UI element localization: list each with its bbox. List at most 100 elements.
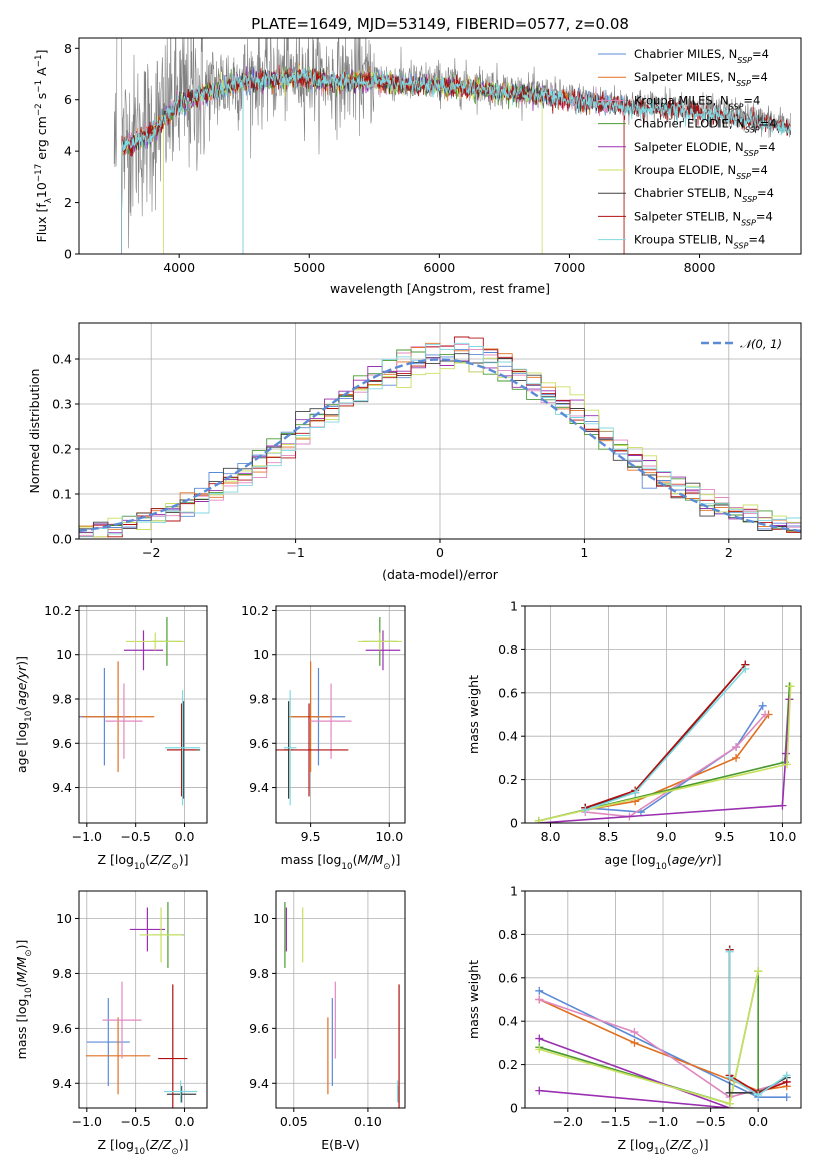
y-tick-label: 0.6: [498, 685, 518, 700]
plot-weight_vs_Z: −2.0 −1.5 −1.0 −0.5 0.0 0 0.2 0.4 0.6 0.8 1 Z [log1…: [466, 884, 802, 1157]
series-marker-kroupa_stelib: [631, 788, 640, 797]
y-axis-label: age [log10(age/yr)]: [14, 656, 34, 773]
y-tick-label: 0.2: [498, 772, 518, 787]
x-tick-label: 9.5: [715, 829, 735, 844]
x-tick-label: −1.0: [648, 1114, 678, 1129]
x-tick-label: −1: [286, 545, 304, 560]
y-tick-label: 0.1: [52, 487, 72, 502]
series-line-salpeter_miles: [585, 714, 770, 811]
y-tick-label: 9.4: [249, 1076, 269, 1091]
y-tick-label: 9.4: [52, 1076, 72, 1091]
y-axis-label: mass weight: [466, 960, 481, 1039]
series-marker-kroupa_miles: [535, 995, 544, 1004]
histogram-kroupa_stelib: [79, 342, 801, 539]
series-line-kroupa_miles: [585, 713, 766, 818]
y-tick-label: 9.6: [52, 736, 72, 751]
y-tick-label: 10: [56, 911, 72, 926]
x-tick-label: −1.0: [72, 1114, 102, 1129]
y-tick-label: 0: [510, 1101, 518, 1116]
series-marker-salpeter_elodie: [535, 1086, 544, 1095]
y-tick-label: 8: [64, 41, 72, 56]
normal-curve: [79, 358, 801, 533]
x-tick-label: 0: [436, 545, 444, 560]
series-marker-kroupa_stelib: [782, 1071, 791, 1080]
series-marker-kroupa_elodie: [534, 816, 543, 823]
y-tick-label: 6: [64, 92, 72, 107]
y-axis-label: mass [log10(M/M⊙)]: [14, 940, 34, 1060]
y-tick-label: 0: [510, 816, 518, 831]
y-tick-label: 0.4: [498, 1014, 518, 1029]
series-marker-kroupa_miles: [630, 1028, 639, 1037]
y-tick-label: 10.2: [44, 603, 72, 618]
legend-label-normal: 𝒩(0, 1): [740, 337, 782, 351]
y-tick-label: 9.4: [249, 780, 269, 795]
axes-frame: [275, 605, 406, 824]
series-line-kroupa_elodie: [538, 686, 792, 822]
y-tick-label: 1: [510, 599, 518, 614]
x-tick-label: 4000: [163, 260, 195, 275]
plot-area: [79, 336, 801, 539]
plot-spectrum: 4000 5000 6000 7000 8000 0 2 4 6 8 wavelength [Ang…: [34, 37, 802, 296]
plot-area: [113, 38, 791, 254]
legend-label-kroupa_miles: Kroupa MILES, NSSP=4: [634, 93, 760, 111]
y-tick-label: 9.6: [52, 1021, 72, 1036]
series-marker-chabrier_miles: [758, 701, 767, 710]
y-tick-label: 9.6: [249, 736, 269, 751]
legend-label-kroupa_stelib: Kroupa STELIB, NSSP=4: [634, 233, 765, 251]
plot-area: [276, 617, 402, 806]
plot-mass_vs_ebv: 0.05 0.10 9.4 9.6 9.8 10 E(B-V): [249, 890, 406, 1152]
x-tick-label: 0.0: [175, 829, 195, 844]
series-marker-kroupa_stelib: [741, 664, 750, 673]
x-tick-label: 10.0: [375, 829, 403, 844]
series-marker-kroupa_stelib: [581, 805, 590, 814]
series-marker-kroupa_stelib: [754, 1090, 763, 1099]
x-tick-label: −2.0: [553, 1114, 583, 1129]
series-marker-salpeter_elodie: [781, 749, 790, 758]
series-marker-kroupa_elodie: [786, 682, 795, 691]
x-tick-label: 5000: [293, 260, 325, 275]
y-tick-label: 9.8: [249, 692, 269, 707]
x-tick-label: −0.5: [120, 829, 150, 844]
x-tick-label: 8.5: [599, 829, 619, 844]
x-axis-label: age [log10(age/yr)]: [604, 852, 721, 872]
y-tick-label: 0.0: [52, 532, 72, 547]
y-tick-label: 0.6: [498, 970, 518, 985]
y-tick-label: 0: [64, 247, 72, 262]
x-tick-label: 8.0: [541, 829, 561, 844]
x-axis-label: wavelength [Angstrom, rest frame]: [330, 281, 550, 296]
series-marker-kroupa_stelib: [725, 1073, 734, 1082]
x-tick-label: 9.0: [657, 829, 677, 844]
series-marker-kroupa_elodie: [725, 1099, 734, 1108]
x-tick-label: 8000: [684, 260, 716, 275]
x-axis-label: mass [log10(M/M⊙)]: [281, 852, 401, 872]
plot-area: [79, 617, 201, 806]
series-line-kroupa_stelib: [728, 951, 788, 1096]
axes-frame: [524, 605, 802, 824]
series-line-salpeter_elodie: [539, 1037, 730, 1108]
x-tick-label: 0.05: [280, 1114, 308, 1129]
x-tick-label: 1: [580, 545, 588, 560]
series-line-salpeter_elodie: [538, 699, 791, 823]
y-tick-label: 9.8: [249, 966, 269, 981]
x-tick-label: 7000: [554, 260, 586, 275]
x-axis-label: Z [log10(Z/Z⊙)]: [98, 852, 189, 872]
series-marker-chabrier_stelib: [725, 1088, 734, 1097]
y-tick-label: 0.4: [52, 352, 72, 367]
axes-frame: [275, 890, 406, 1109]
y-tick-label: 1: [510, 884, 518, 899]
y-tick-label: 0.3: [52, 397, 72, 412]
y-axis-label: Normed distribution: [27, 369, 42, 494]
series-marker-kroupa_elodie: [535, 1045, 544, 1054]
legend-label-kroupa_elodie: Kroupa ELODIE, NSSP=4: [634, 163, 768, 181]
y-tick-label: 0.4: [498, 729, 518, 744]
x-tick-label: −1.5: [600, 1114, 630, 1129]
axes-frame: [78, 605, 208, 824]
x-tick-label: 0.0: [175, 1114, 195, 1129]
plot-area: [534, 660, 795, 823]
plot-mass_vs_Z: −1.0 −0.5 0.0 9.4 9.6 9.8 10 Z [log10(Z/Z⊙)] mas…: [14, 890, 208, 1157]
x-tick-label: 6000: [423, 260, 455, 275]
x-tick-label: 2: [725, 545, 733, 560]
series-line-chabrier_elodie: [539, 971, 759, 1105]
x-axis-label: (data-model)/error: [382, 567, 499, 582]
legend-label-salpeter_miles: Salpeter MILES, NSSP=4: [634, 70, 768, 88]
